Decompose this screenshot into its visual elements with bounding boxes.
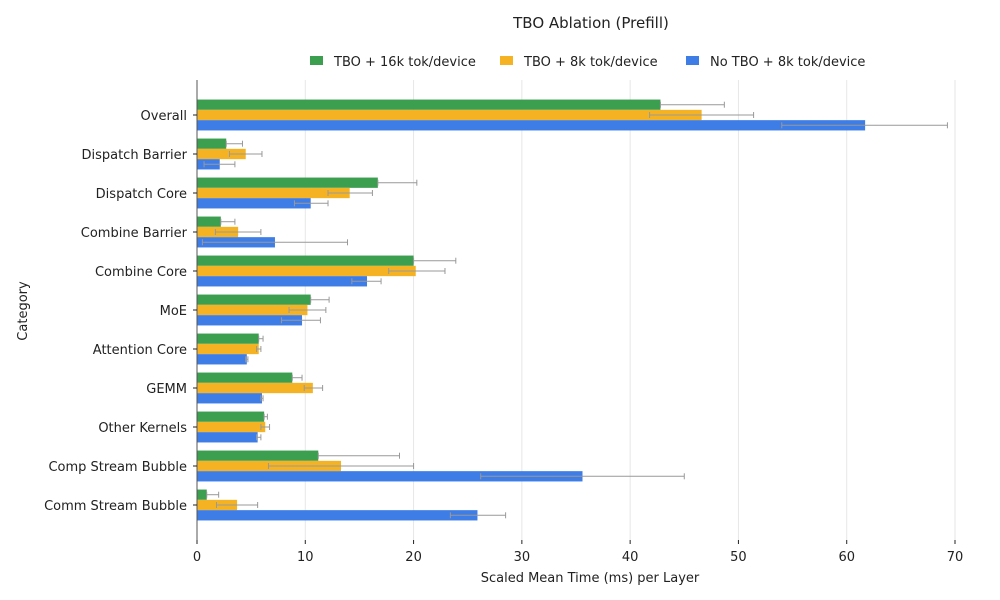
bar-0-3: [197, 216, 221, 227]
y-tick-label: MoE: [160, 304, 187, 319]
y-tick-label: Comp Stream Bubble: [48, 460, 187, 475]
axes: 0 10 20 30 40 50 60 70 Overall Dispatch Barrier Di…: [44, 80, 963, 565]
legend-swatch: [686, 56, 699, 65]
bar-2-10: [197, 510, 478, 521]
bar-2-0: [197, 120, 866, 131]
bar-1-2: [197, 187, 350, 199]
x-tick-label: 70: [947, 550, 964, 565]
y-tick-label: Combine Core: [95, 265, 187, 280]
chart-title: TBO Ablation (Prefill): [512, 14, 669, 32]
y-tick-label: Other Kernels: [98, 421, 187, 436]
legend-swatch: [310, 56, 323, 65]
bar-0-7: [197, 372, 293, 383]
bar-2-4: [197, 276, 368, 287]
bar-0-9: [197, 450, 319, 461]
y-tick-label: GEMM: [146, 382, 187, 397]
x-tick-label: 30: [514, 550, 531, 565]
bar-2-9: [197, 471, 583, 482]
y-tick-label: Comm Stream Bubble: [44, 499, 187, 514]
legend-label: TBO + 8k tok/device: [523, 55, 658, 70]
x-tick-label: 40: [622, 550, 639, 565]
legend-label: TBO + 16k tok/device: [333, 55, 476, 70]
bar-1-8: [197, 421, 266, 433]
y-tick-label: Dispatch Core: [96, 187, 187, 202]
x-tick-label: 0: [193, 550, 201, 565]
bar-2-6: [197, 354, 247, 365]
y-axis-label: Category: [16, 281, 31, 341]
bar-2-8: [197, 432, 258, 443]
bar-0-2: [197, 177, 378, 188]
bar-2-7: [197, 393, 262, 404]
bar-0-5: [197, 294, 311, 305]
x-tick-label: 60: [838, 550, 855, 565]
bar-2-5: [197, 315, 303, 326]
bar-1-5: [197, 304, 308, 316]
y-tick-label: Overall: [141, 109, 187, 124]
bar-0-0: [197, 99, 661, 110]
bar-0-1: [197, 138, 227, 149]
legend-label: No TBO + 8k tok/device: [710, 55, 865, 70]
bar-1-7: [197, 382, 313, 394]
x-axis-label: Scaled Mean Time (ms) per Layer: [481, 571, 700, 586]
bar-0-6: [197, 333, 259, 344]
bar-0-10: [197, 489, 207, 500]
y-tick-label: Attention Core: [93, 343, 187, 358]
x-tick-label: 10: [297, 550, 314, 565]
bar-1-1: [197, 148, 246, 160]
bar-1-4: [197, 265, 416, 277]
bar-1-0: [197, 109, 702, 121]
x-tick-label: 50: [730, 550, 747, 565]
bar-2-2: [197, 198, 311, 209]
legend: TBO + 16k tok/device TBO + 8k tok/device N…: [310, 55, 865, 70]
y-tick-label: Combine Barrier: [81, 226, 188, 241]
error-bars: [201, 101, 948, 519]
legend-swatch: [500, 56, 513, 65]
y-tick-label: Dispatch Barrier: [81, 148, 187, 163]
gridlines: [304, 80, 956, 540]
bar-0-4: [197, 255, 414, 266]
x-tick-label: 20: [405, 550, 422, 565]
bar-0-8: [197, 411, 265, 422]
bar-1-6: [197, 343, 259, 355]
